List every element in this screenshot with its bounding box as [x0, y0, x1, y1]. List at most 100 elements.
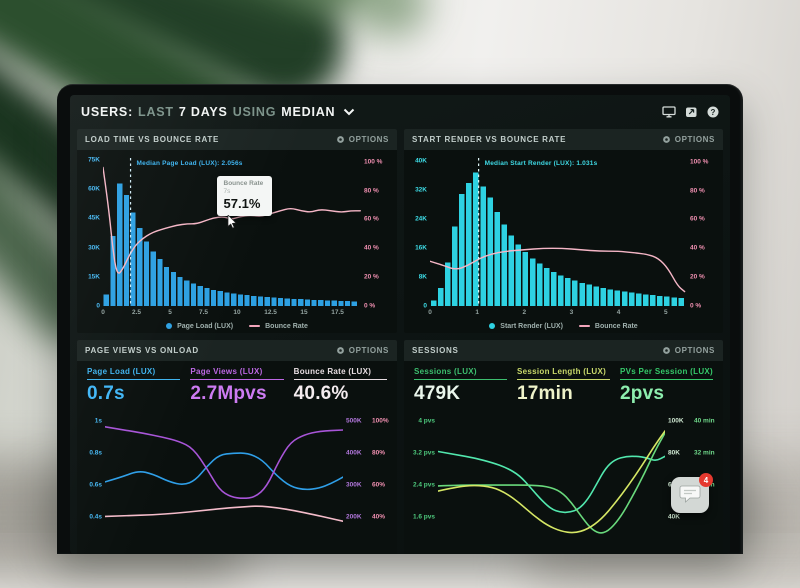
laptop: USERS: LAST 7 DAYS USING MEDIAN ? [57, 84, 743, 554]
x-axis: 0 2.5 5 7.5 10 12.5 15 17.5 [101, 306, 361, 318]
panel-title: START RENDER VS BOUNCE RATE [412, 135, 567, 144]
axis-tick: 20 % [690, 273, 705, 281]
dashboard-header: USERS: LAST 7 DAYS USING MEDIAN ? [70, 95, 730, 129]
share-icon[interactable] [685, 106, 698, 118]
sessions-chart [437, 413, 666, 538]
help-icon[interactable]: ? [707, 106, 719, 118]
chart-canvas [102, 158, 361, 306]
axis-tick: 40 % [690, 244, 705, 252]
x-tick: 0 [428, 309, 432, 316]
y-axis-left: 40K 32K 24K 16K 8K 0 [406, 156, 430, 310]
chat-bubble-icon [679, 485, 701, 503]
panel-sessions: SESSIONS OPTIONS Sessions (LUX) 479K Ses… [404, 340, 723, 554]
axis-tick: 0.4s [89, 513, 102, 521]
axis-tick: 100% [372, 417, 389, 425]
chart-canvas [104, 426, 344, 522]
svg-text:?: ? [711, 108, 716, 117]
axis-tick: 80K [668, 449, 680, 457]
axis-tick: 1s [94, 417, 102, 425]
axis-tick: 400K [346, 449, 362, 457]
axis-tick: 4 pvs [418, 417, 435, 425]
axis-tick: 3.2 pvs [412, 449, 435, 457]
options-button[interactable]: OPTIONS [336, 135, 389, 144]
y-axis-right: 100 % 80 % 60 % 40 % 20 % 0 % [687, 156, 721, 309]
metric-label: Page Load (LUX) [87, 367, 181, 380]
metric-page-load: Page Load (LUX) 0.7s [87, 367, 181, 405]
panel-load-time: LOAD TIME VS BOUNCE RATE OPTIONS 75K 60K 4… [77, 129, 397, 333]
axis-tick: 30K [88, 244, 100, 252]
y-axis-left: 75K 60K 45K 30K 15K 0 [79, 156, 103, 309]
axis-tick: 45K [88, 214, 100, 222]
y-axis-right-bounce: 100% 80% 60% 40% [369, 413, 395, 538]
axis-tick: 40 min [694, 417, 715, 425]
load-time-chart: Bounce Rate 7s 57.1% Median Page Load (L… [102, 156, 361, 306]
gear-icon [662, 136, 670, 143]
panel-header: SESSIONS OPTIONS [404, 340, 723, 361]
axis-tick: 40% [372, 513, 386, 521]
metric-label: Page Views (LUX) [190, 367, 284, 380]
panel-header: START RENDER VS BOUNCE RATE OPTIONS [404, 129, 723, 150]
metric-session-length: Session Length (LUX) 17min [517, 367, 610, 405]
metric-value: 0.7s [87, 383, 125, 404]
metric-value: 2pvs [620, 383, 665, 404]
x-tick: 2 [522, 309, 527, 316]
axis-tick: 80 % [690, 187, 705, 195]
axis-tick: 32K [415, 186, 427, 194]
axis-tick: 0 [96, 302, 100, 310]
time-range-selector[interactable]: USERS: LAST 7 DAYS USING MEDIAN [81, 105, 355, 119]
axis-tick: 500K [346, 417, 362, 425]
options-button[interactable]: OPTIONS [336, 346, 389, 355]
tooltip-title: Bounce Rate [223, 179, 264, 187]
metric-value: 479K [414, 383, 461, 404]
axis-tick: 75K [88, 156, 100, 164]
tooltip-subtitle: 7s [223, 187, 231, 195]
chart-zone: 40K 32K 24K 16K 8K 0 Median Start Render (LUX… [404, 150, 723, 310]
title-days: 7 DAYS [178, 105, 228, 119]
page-views-chart [104, 413, 344, 538]
chart-legend: Page Load (LUX) Bounce Rate [77, 318, 397, 334]
axis-tick: 40K [415, 157, 427, 165]
options-button[interactable]: OPTIONS [662, 346, 715, 355]
metric-pvs-per-session: PVs Per Session (LUX) 2pvs [620, 367, 713, 405]
axis-tick: 100K [668, 417, 684, 425]
y-axis-left: 4 pvs 3.2 pvs 2.4 pvs 1.6 pvs [406, 413, 438, 538]
gear-icon [336, 347, 344, 354]
x-tick: 7.5 [198, 309, 209, 316]
y-axis-right-sessions: 100K80K60K40K [665, 413, 691, 538]
axis-tick: 2.4 pvs [412, 481, 435, 489]
panel-title: LOAD TIME VS BOUNCE RATE [85, 135, 219, 144]
chart-canvas [429, 158, 686, 306]
chart-canvas [437, 430, 666, 534]
axis-tick: 24K [415, 215, 427, 223]
mouse-cursor [227, 214, 237, 229]
metric-value: 17min [517, 383, 573, 404]
legend-item: Page Load (LUX) [166, 323, 233, 330]
axis-tick: 20 % [364, 273, 379, 281]
dashboard-screen: USERS: LAST 7 DAYS USING MEDIAN ? [70, 95, 730, 554]
metric-value: 40.6% [293, 383, 349, 404]
x-tick: 5 [168, 309, 172, 316]
options-button[interactable]: OPTIONS [662, 135, 715, 144]
panel-page-views: PAGE VIEWS VS ONLOAD OPTIONS Page Load (… [77, 340, 397, 554]
metric-label: Session Length (LUX) [517, 367, 610, 380]
x-tick: 0 [101, 309, 105, 316]
metric-page-views: Page Views (LUX) 2.7Mpvs [190, 367, 284, 405]
x-tick: 5 [663, 309, 668, 316]
axis-tick: 40 % [364, 244, 379, 252]
panel-grid: LOAD TIME VS BOUNCE RATE OPTIONS 75K 60K 4… [70, 129, 730, 554]
chart-zone: 1s 0.8s 0.6s 0.4s 500K 400K 300K 200K 100% 80% 6… [77, 407, 397, 538]
y-axis-left: 1s 0.8s 0.6s 0.4s [79, 413, 105, 538]
x-tick: 2.5 [131, 309, 142, 316]
chat-widget-button[interactable]: 4 [671, 473, 713, 513]
title-users: USERS: [81, 105, 134, 119]
display-icon[interactable] [662, 106, 676, 118]
axis-tick: 60K [88, 185, 100, 193]
axis-tick: 100 % [364, 158, 383, 166]
y-axis-right-pageviews: 500K 400K 300K 200K [343, 413, 369, 538]
axis-tick: 8K [418, 273, 427, 281]
x-tick: 3 [569, 309, 574, 316]
median-annotation: Median Page Load (LUX): 2.056s [136, 160, 243, 167]
panel-header: LOAD TIME VS BOUNCE RATE OPTIONS [77, 129, 397, 150]
axis-tick: 0 % [690, 302, 702, 310]
